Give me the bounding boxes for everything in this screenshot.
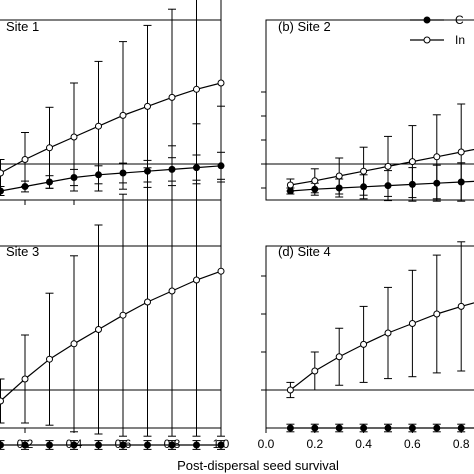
- panel-b-label: (b) Site 2: [278, 19, 331, 34]
- panel-c-label: Site 3: [6, 244, 39, 259]
- data-point: [95, 326, 102, 333]
- legend-label-1: C: [455, 13, 464, 27]
- data-point: [384, 424, 392, 432]
- plot-frame: [265, 245, 474, 429]
- panel-d: (d) Site 4 0.0 0.2 0.4 0.6 0.8: [258, 241, 474, 451]
- data-point: [70, 133, 78, 141]
- data-point: [0, 441, 4, 449]
- data-point: [360, 424, 368, 432]
- panel-b: (b) Site 2: [261, 19, 474, 202]
- data-point: [457, 424, 465, 432]
- data-point: [144, 441, 151, 449]
- data-point: [168, 441, 176, 449]
- data-point: [384, 329, 392, 337]
- data-point: [433, 424, 441, 432]
- data-point: [360, 340, 368, 348]
- legend-marker-filled: [423, 16, 431, 24]
- data-point: [21, 156, 29, 163]
- data-point: [217, 267, 225, 275]
- data-point: [0, 169, 4, 177]
- x-tick-label: 0.6: [404, 437, 421, 451]
- x-tick-label: 0.4: [355, 437, 372, 451]
- data-point: [457, 302, 465, 310]
- data-point: [286, 386, 294, 394]
- x-tick-label: 0.8: [453, 437, 470, 451]
- panel-a: Site 1: [0, 0, 225, 205]
- data-point: [193, 276, 200, 284]
- data-point: [433, 153, 441, 161]
- data-point: [0, 187, 4, 195]
- plot-frame: [0, 19, 222, 201]
- data-point: [335, 353, 343, 361]
- x-tick-label: 0.0: [258, 437, 275, 451]
- panel-c: Site 3 0.20.40.60.81.0: [0, 105, 230, 451]
- data-point: [408, 158, 416, 166]
- data-point: [384, 162, 392, 170]
- data-point: [217, 79, 225, 87]
- data-point: [70, 340, 78, 348]
- legend: C In: [410, 13, 465, 47]
- series-line: [290, 302, 474, 391]
- series-line: [290, 180, 474, 192]
- data-point: [193, 441, 200, 449]
- data-point: [335, 172, 343, 180]
- data-point: [70, 441, 78, 449]
- data-point: [0, 397, 4, 405]
- data-point: [21, 441, 29, 449]
- data-point: [46, 355, 53, 363]
- data-point: [457, 148, 465, 156]
- x-tick-label: 0.2: [306, 437, 323, 451]
- data-point: [46, 441, 53, 449]
- data-point: [168, 93, 176, 101]
- data-point: [408, 320, 416, 327]
- series-line: [290, 148, 474, 186]
- legend-label-2: In: [455, 33, 465, 47]
- data-point: [311, 177, 319, 185]
- series-line: [0, 270, 222, 402]
- data-point: [217, 441, 225, 449]
- legend-marker-open: [423, 36, 431, 44]
- panel-c-plot: 0.20.40.60.81.0: [0, 105, 230, 451]
- data-point: [286, 181, 294, 189]
- data-point: [21, 375, 29, 383]
- plot-frame: [265, 19, 474, 201]
- data-point: [95, 441, 102, 449]
- series-line: [0, 82, 222, 174]
- x-axis-label: Post-dispersal seed survival: [177, 458, 339, 473]
- panel-a-label: Site 1: [6, 19, 39, 34]
- data-point: [311, 367, 319, 375]
- data-point: [335, 424, 343, 432]
- panel-d-label: (d) Site 4: [278, 244, 331, 259]
- data-point: [408, 424, 416, 432]
- plot-frame: [0, 245, 222, 429]
- series-line: [0, 165, 222, 192]
- panel-b-plot: [261, 19, 474, 202]
- data-point: [311, 424, 319, 432]
- data-point: [119, 111, 127, 119]
- panel-d-plot: 0.0 0.2 0.4 0.6 0.8: [258, 241, 474, 451]
- data-point: [46, 144, 53, 152]
- data-point: [144, 298, 151, 306]
- data-point: [119, 311, 127, 319]
- data-point: [433, 310, 441, 318]
- data-point: [144, 102, 151, 110]
- data-point: [168, 287, 176, 295]
- data-point: [286, 424, 294, 432]
- data-point: [95, 122, 102, 130]
- data-point: [193, 85, 200, 93]
- data-point: [360, 167, 368, 175]
- data-point: [119, 441, 127, 449]
- panel-a-plot: [0, 0, 225, 205]
